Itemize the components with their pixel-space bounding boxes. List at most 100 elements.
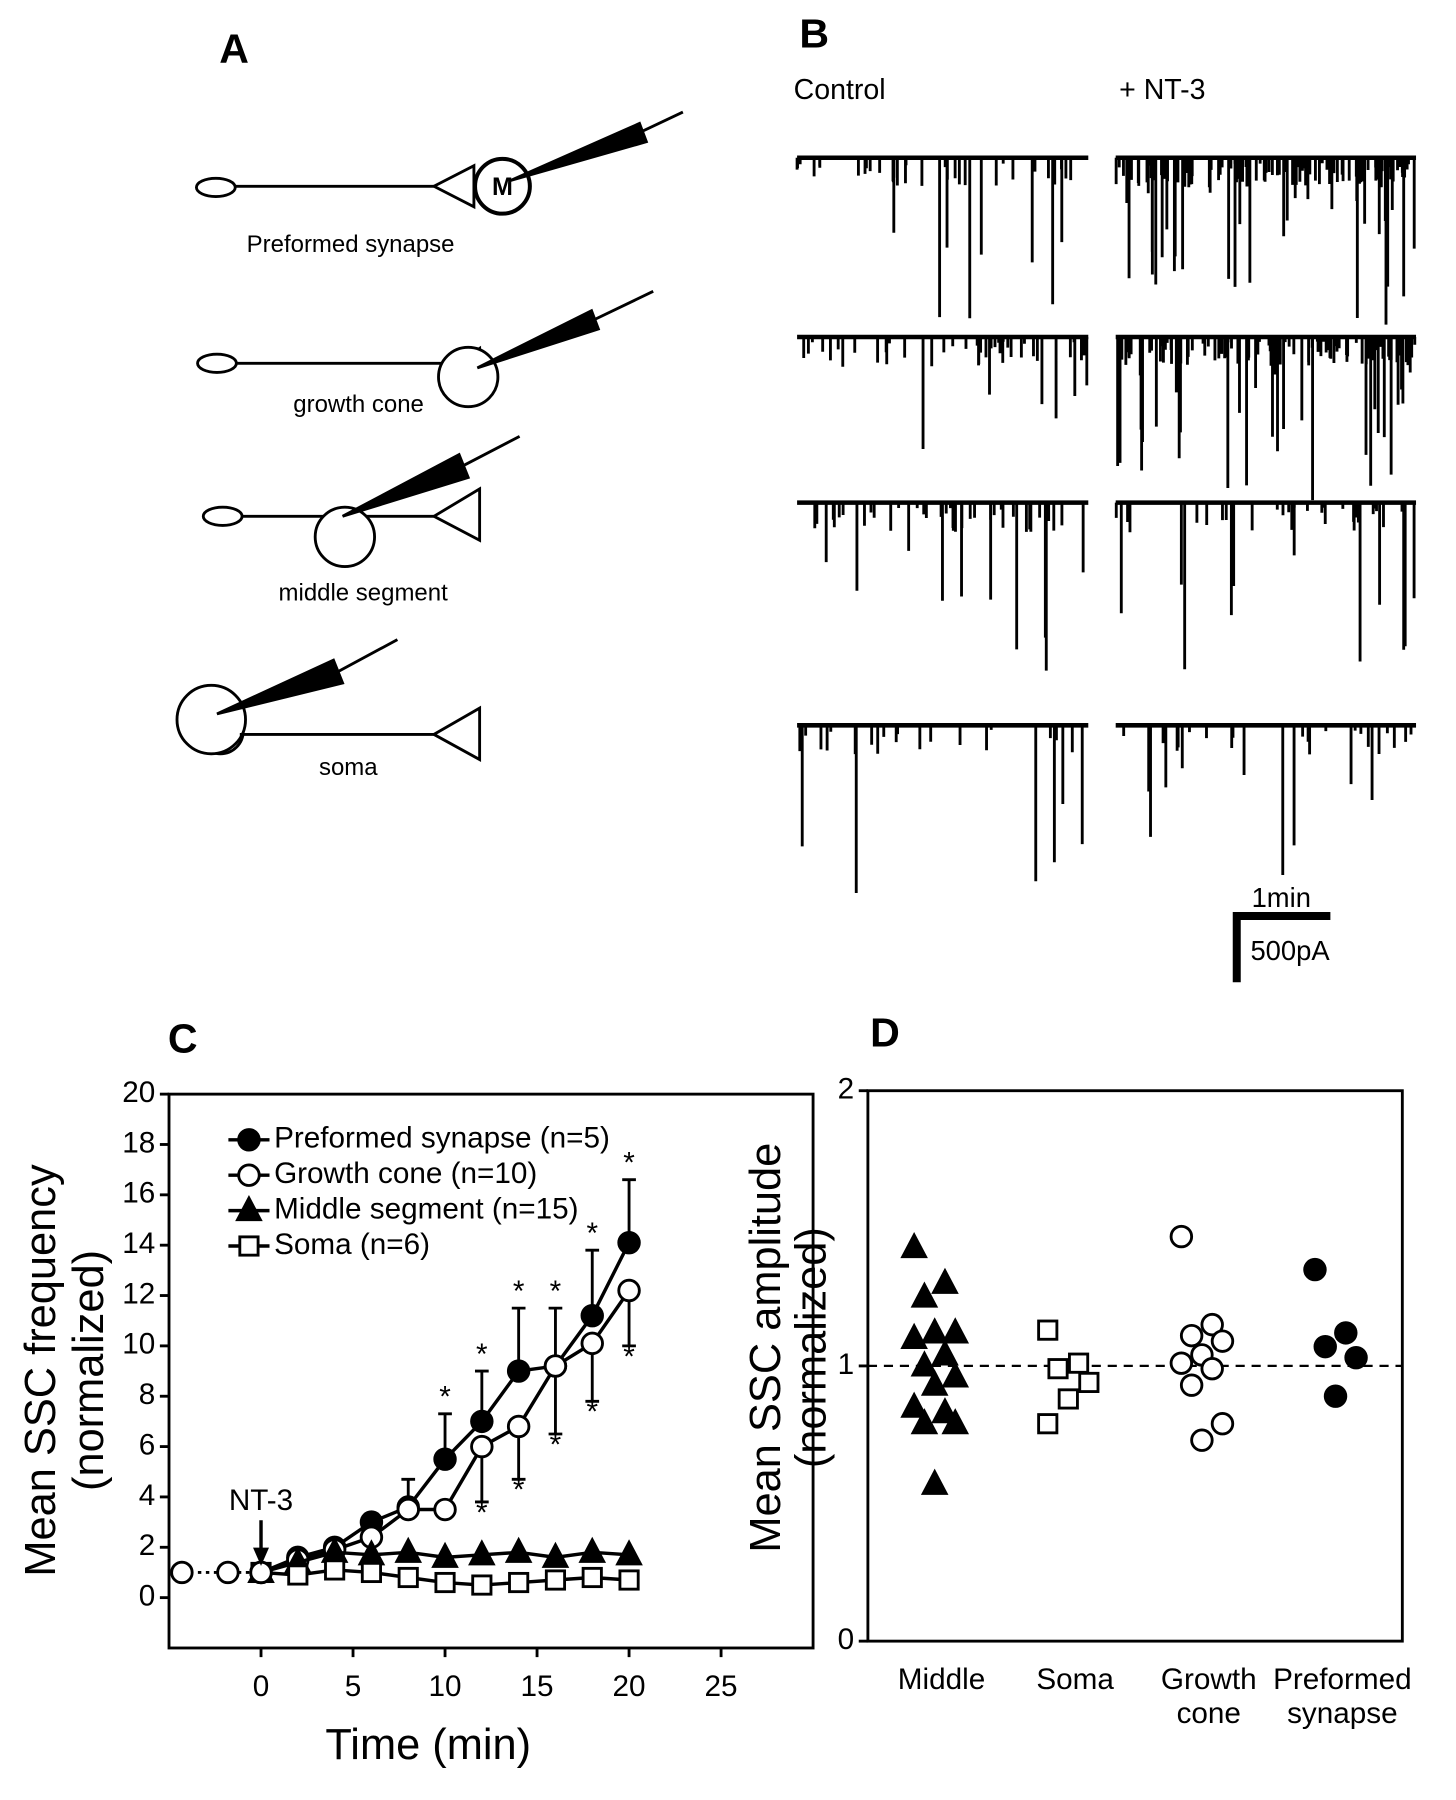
trace-events xyxy=(813,502,1085,671)
legend-label: Growth cone (n=10) xyxy=(274,1157,537,1190)
point xyxy=(1057,1388,1079,1410)
annotation: * xyxy=(550,1428,562,1461)
panel-d: D 0 1 2 Mean SSC amplitude(normalized) Middle… xyxy=(742,1010,1412,1730)
point xyxy=(941,1408,970,1435)
point xyxy=(617,1278,641,1303)
point xyxy=(910,1408,939,1435)
plot-frame xyxy=(167,1092,815,1650)
y-tick-label: 4 xyxy=(139,1479,156,1512)
diagram-label: growth cone xyxy=(293,391,424,418)
x-tick-label: 10 xyxy=(429,1670,462,1703)
annotation: NT-3 xyxy=(229,1484,293,1517)
trace-events xyxy=(802,337,1089,450)
point xyxy=(237,1128,261,1152)
point xyxy=(287,1564,309,1586)
x-tick-label: 15 xyxy=(521,1670,554,1703)
point xyxy=(543,1354,568,1378)
point xyxy=(900,1391,928,1418)
column-label: + NT-3 xyxy=(1119,74,1205,106)
trace-events xyxy=(1116,337,1417,501)
pipette xyxy=(461,435,521,468)
point xyxy=(1344,1345,1368,1370)
soma xyxy=(175,683,247,756)
point xyxy=(920,1317,949,1344)
trace-events xyxy=(1114,502,1416,670)
point xyxy=(237,1163,261,1187)
x-tick-label: 5 xyxy=(345,1670,362,1703)
axon-terminal xyxy=(196,352,238,374)
point xyxy=(396,1497,420,1522)
y-tick-label: 12 xyxy=(122,1277,155,1310)
y-tick-label: 2 xyxy=(139,1529,156,1562)
point xyxy=(1169,1351,1194,1375)
y-tick-label: 8 xyxy=(139,1378,156,1411)
annotation: * xyxy=(439,1381,451,1414)
point xyxy=(900,1231,928,1259)
scale-label: 1min xyxy=(1252,882,1311,913)
pipette xyxy=(509,121,649,182)
category-label: Growth xyxy=(1161,1663,1257,1696)
point xyxy=(506,1414,531,1439)
axon-terminal xyxy=(194,176,237,198)
category-label: Preformed xyxy=(1273,1663,1412,1696)
y-tick-label: 18 xyxy=(122,1126,155,1159)
legend-label: Preformed synapse (n=5) xyxy=(274,1122,610,1155)
legend-label: Middle segment (n=15) xyxy=(274,1192,578,1225)
panel-b: B Control + NT-3 1min 500pA xyxy=(794,11,1417,983)
point xyxy=(931,1339,959,1366)
y-tick-label: 20 xyxy=(122,1076,155,1109)
point xyxy=(1303,1257,1327,1282)
annotation-arrowhead xyxy=(253,1547,270,1566)
y-tick-label: 14 xyxy=(122,1227,155,1260)
point xyxy=(910,1281,939,1308)
point xyxy=(394,1536,423,1563)
point xyxy=(431,1541,459,1568)
point xyxy=(580,1331,604,1356)
trace-events xyxy=(798,725,1084,894)
myocyte xyxy=(313,505,376,568)
point xyxy=(470,1409,494,1434)
point xyxy=(1200,1312,1224,1337)
point xyxy=(541,1541,570,1568)
y-axis-title: Mean SSC amplitude xyxy=(742,1143,790,1553)
point xyxy=(1210,1329,1235,1353)
point xyxy=(433,1497,457,1522)
point xyxy=(360,1561,382,1584)
annotation: * xyxy=(623,1146,635,1179)
x-tick-label: 0 xyxy=(253,1670,270,1703)
point xyxy=(1200,1356,1224,1381)
trace-events xyxy=(1114,157,1416,325)
y-tick-label: 6 xyxy=(139,1428,156,1461)
point xyxy=(1179,1323,1204,1348)
panel-c: C 0 5 10 15 20 25 0 2 4 6 8 10 12 14 16 18 20 Mean SSC fre… xyxy=(17,1015,815,1769)
x-tick-label: 20 xyxy=(613,1670,646,1703)
myocyte xyxy=(473,156,532,216)
axon-terminal xyxy=(201,505,244,527)
point xyxy=(1037,1319,1059,1341)
point xyxy=(581,1566,603,1589)
growth-cone xyxy=(431,486,482,543)
annotation: * xyxy=(623,1340,635,1373)
point xyxy=(471,1574,493,1596)
point xyxy=(617,1230,641,1255)
point xyxy=(397,1566,419,1589)
point xyxy=(506,1359,531,1383)
trace-events xyxy=(795,157,1073,319)
pipette xyxy=(638,110,684,134)
point xyxy=(920,1468,949,1495)
point xyxy=(238,1235,260,1257)
point xyxy=(235,1194,263,1222)
panel-a: A M Preformed synapse growth cone middle… xyxy=(175,25,684,781)
pipette xyxy=(216,658,345,716)
point xyxy=(941,1361,970,1388)
y-tick-label: 0 xyxy=(838,1623,855,1656)
panel-label: A xyxy=(219,25,249,71)
y-tick-label: 10 xyxy=(122,1328,155,1361)
y-tick-label: 16 xyxy=(122,1177,155,1210)
growth-cone xyxy=(431,705,482,762)
point xyxy=(1078,1371,1100,1393)
annotation: * xyxy=(476,1338,488,1371)
growth-cone xyxy=(430,163,476,210)
point xyxy=(470,1434,494,1459)
